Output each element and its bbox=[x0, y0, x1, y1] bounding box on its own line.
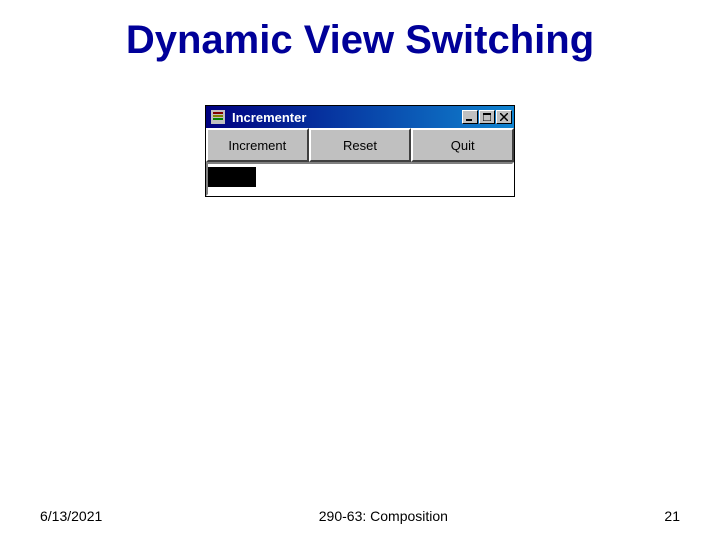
window-controls bbox=[461, 110, 514, 124]
maximize-button[interactable] bbox=[479, 110, 495, 124]
footer-page: 21 bbox=[664, 508, 680, 524]
titlebar[interactable]: Incrementer bbox=[206, 106, 514, 128]
close-button[interactable] bbox=[496, 110, 512, 124]
content-panel bbox=[206, 162, 514, 196]
value-cell bbox=[208, 167, 256, 187]
slide-footer: 6/13/2021 290-63: Composition 21 bbox=[0, 508, 720, 524]
quit-button[interactable]: Quit bbox=[411, 128, 514, 162]
window-title: Incrementer bbox=[230, 110, 461, 125]
footer-course: 290-63: Composition bbox=[319, 508, 448, 524]
minimize-button[interactable] bbox=[462, 110, 478, 124]
footer-date: 6/13/2021 bbox=[40, 508, 102, 524]
incrementer-window: Incrementer Increment Reset Quit bbox=[205, 105, 515, 197]
app-icon bbox=[210, 109, 226, 125]
button-row: Increment Reset Quit bbox=[206, 128, 514, 162]
increment-button[interactable]: Increment bbox=[206, 128, 309, 162]
slide-title: Dynamic View Switching bbox=[0, 0, 720, 63]
reset-button[interactable]: Reset bbox=[309, 128, 412, 162]
